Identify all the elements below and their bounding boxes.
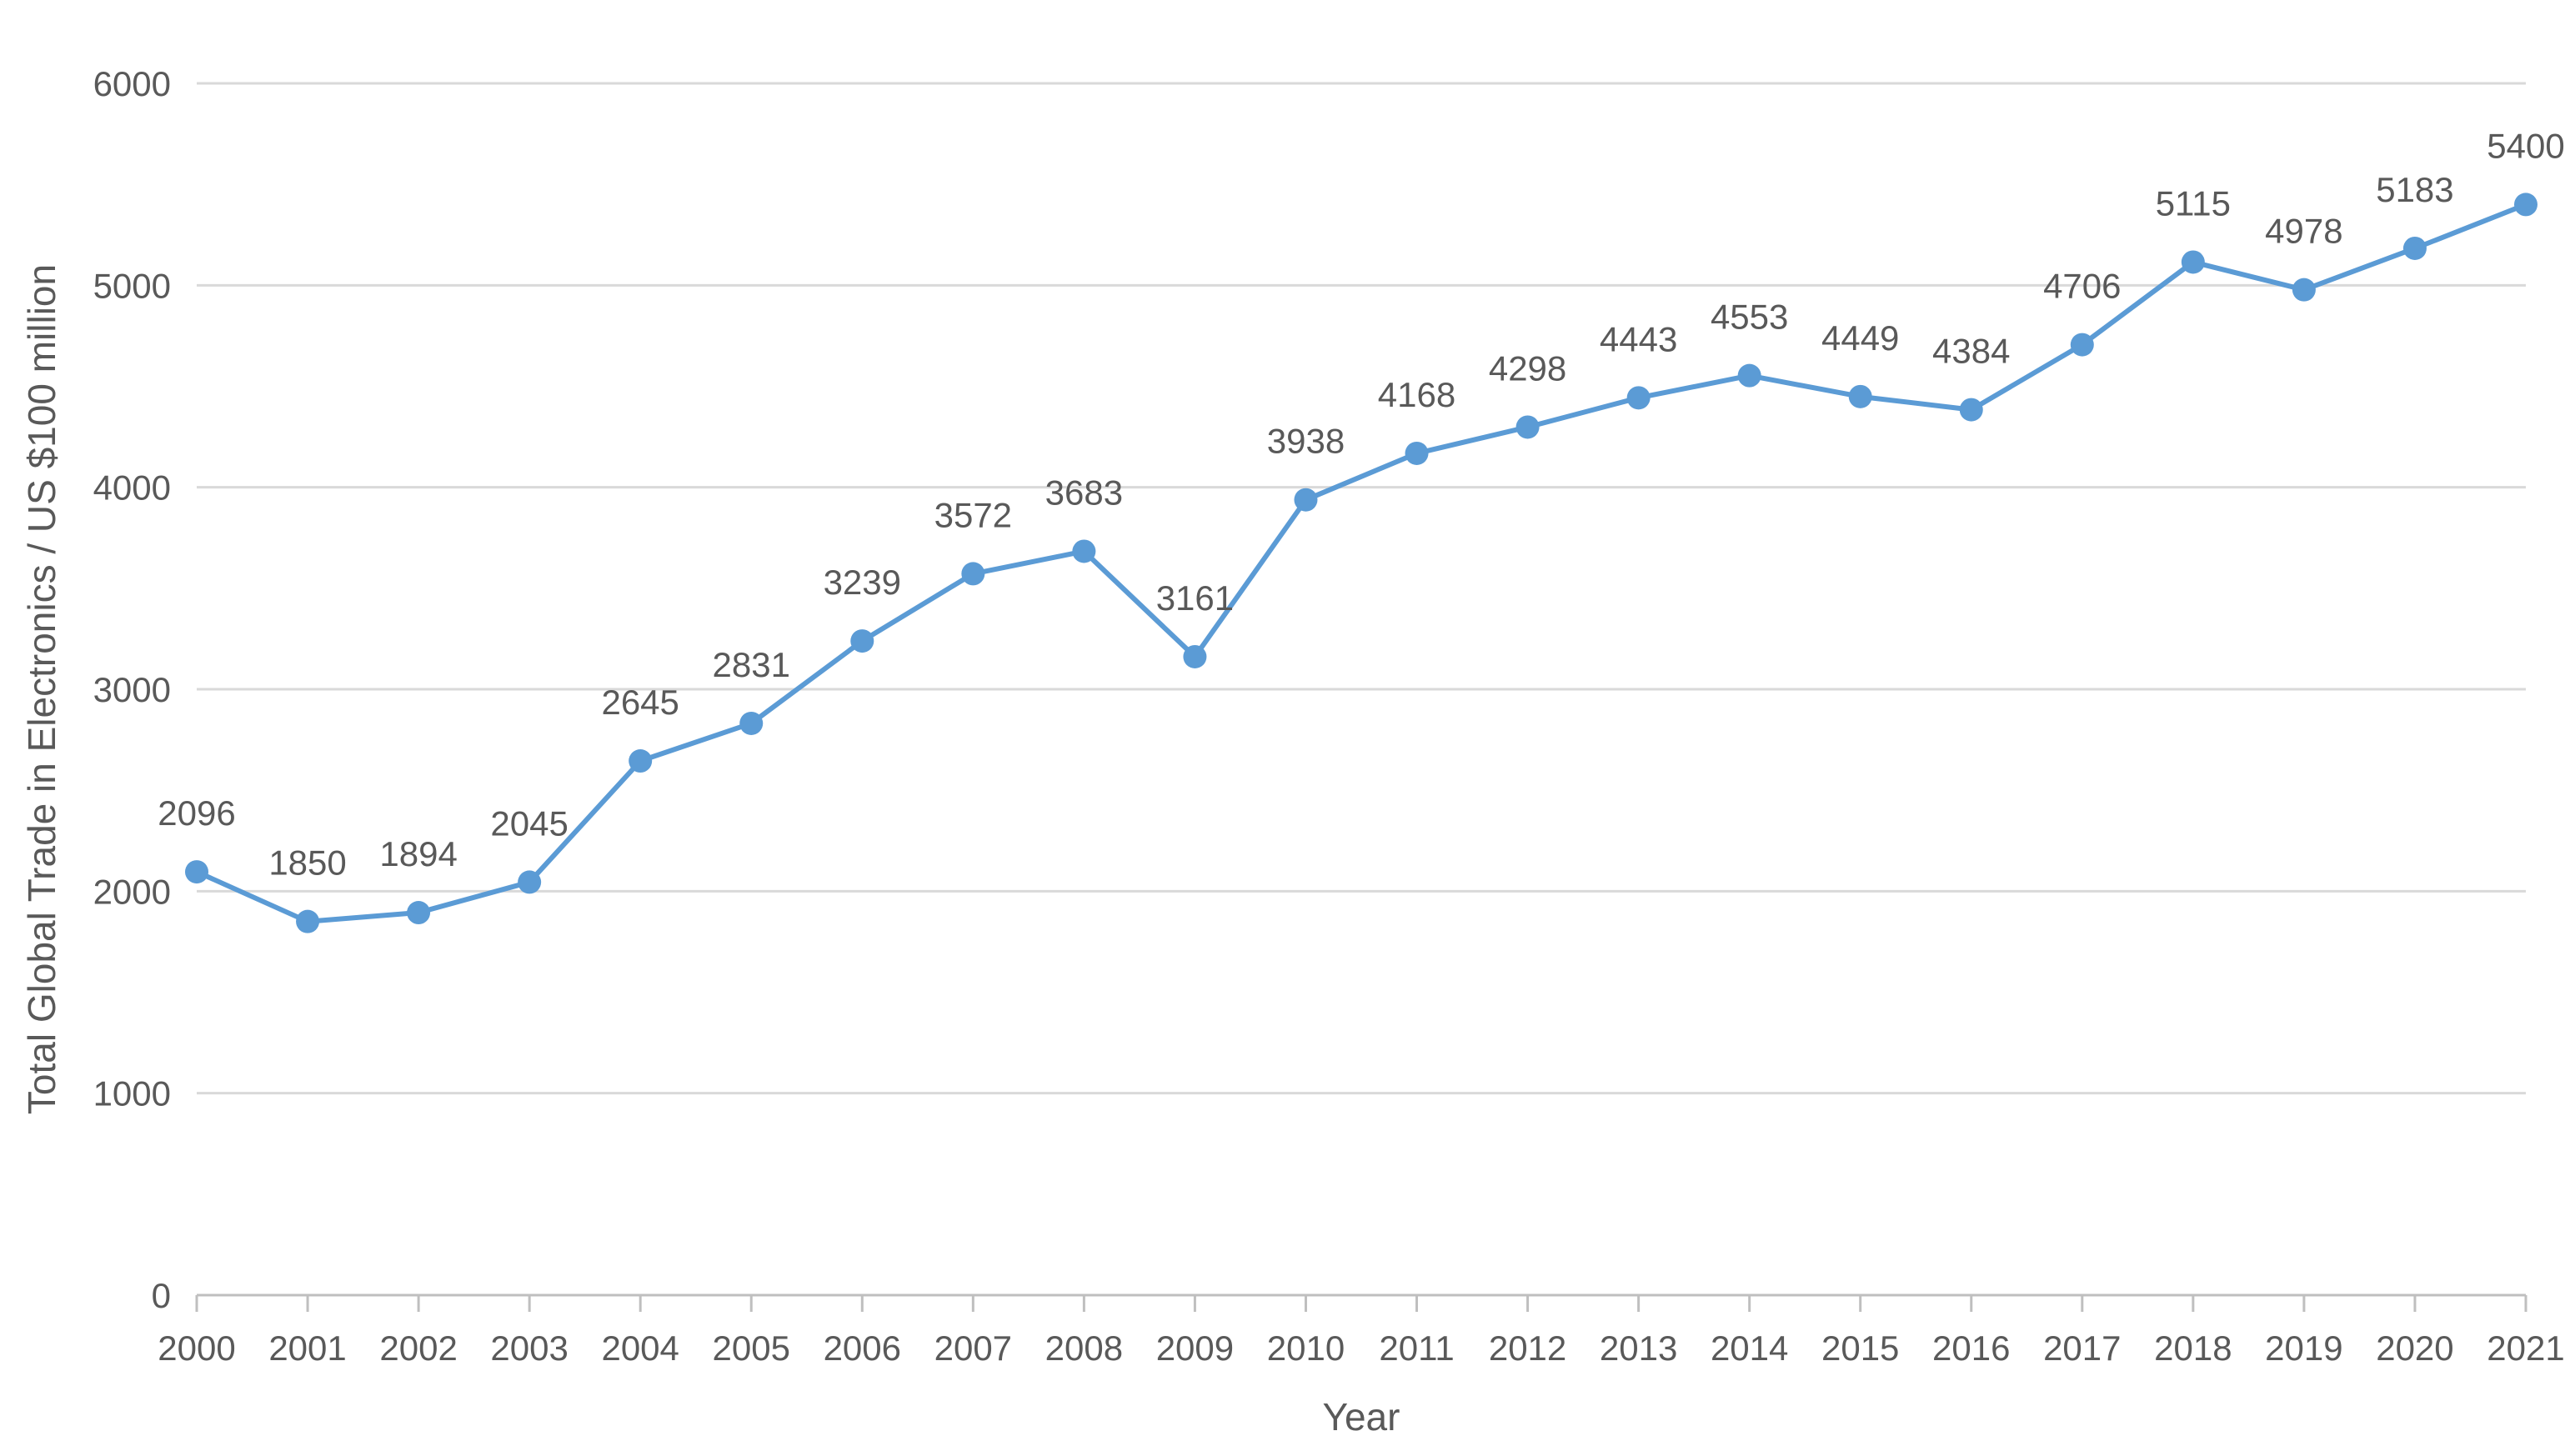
data-point [185, 860, 208, 884]
y-tick-label: 6000 [93, 64, 171, 103]
data-label: 4449 [1821, 318, 1899, 358]
data-point [1626, 386, 1651, 410]
data-label: 3683 [1045, 473, 1123, 512]
data-point [850, 629, 874, 653]
data-point [1848, 384, 1872, 408]
y-tick-label: 5000 [93, 266, 171, 305]
y-axis-title: Total Global Trade in Electronics / US $… [20, 264, 63, 1114]
axes: 0 1000 2000 3000 4000 5000 6000 2000 2001 2002 200… [93, 64, 2565, 1368]
data-point [629, 749, 653, 773]
x-tick-label: 2010 [1267, 1328, 1345, 1368]
data-label: 3161 [1156, 578, 1234, 618]
data-label: 5115 [2156, 183, 2231, 223]
data-label: 2096 [158, 793, 235, 833]
data-label: 2645 [601, 683, 679, 722]
data-point [1737, 363, 1761, 388]
data-point [961, 562, 985, 586]
series [185, 193, 2537, 933]
x-tick-label: 2014 [1711, 1328, 1788, 1368]
data-label: 1850 [268, 843, 346, 883]
x-tick-label: 2011 [1379, 1328, 1454, 1368]
data-point [296, 909, 320, 933]
data-point [2402, 236, 2427, 260]
data-label: 4706 [2043, 267, 2121, 306]
data-labels: 2096 1850 1894 2045 2645 2831 3239 3572 3683 3161… [158, 126, 2564, 882]
x-tick-label: 2005 [713, 1328, 790, 1368]
x-tick-label: 2001 [268, 1328, 346, 1368]
x-tick-label: 2013 [1600, 1328, 1677, 1368]
x-tick-label: 2008 [1045, 1328, 1123, 1368]
data-point [1515, 415, 1540, 439]
x-axis-title: Year [1323, 1395, 1400, 1438]
x-tick-label: 2009 [1156, 1328, 1234, 1368]
x-tick-label: 2015 [1821, 1328, 1899, 1368]
data-point [2181, 250, 2205, 274]
y-tick-label: 3000 [93, 670, 171, 709]
data-point [2292, 278, 2316, 302]
x-tick-label: 2000 [158, 1328, 235, 1368]
x-tick-label: 2007 [934, 1328, 1012, 1368]
x-tick-label: 2012 [1489, 1328, 1566, 1368]
data-point [518, 870, 542, 894]
y-tick-label: 2000 [93, 872, 171, 911]
data-label: 5183 [2376, 170, 2453, 209]
data-label: 4553 [1711, 298, 1788, 337]
x-tick-label: 2019 [2265, 1328, 2342, 1368]
data-label: 4298 [1489, 348, 1566, 388]
data-label: 2045 [490, 803, 568, 843]
data-label: 2831 [713, 645, 790, 684]
data-point [739, 711, 764, 735]
data-point [1959, 398, 1983, 422]
data-point [1072, 539, 1096, 563]
data-point [1405, 441, 1429, 465]
data-label: 1894 [379, 834, 457, 873]
series-line [194, 202, 2528, 924]
data-label: 3938 [1267, 422, 1345, 461]
x-tick-label: 2017 [2043, 1328, 2121, 1368]
x-tick-label: 2002 [379, 1328, 457, 1368]
data-point [1294, 488, 1318, 512]
y-tick-label: 0 [152, 1276, 171, 1315]
y-tick-label: 1000 [93, 1074, 171, 1113]
data-label: 3572 [934, 495, 1012, 534]
data-label: 4978 [2265, 212, 2342, 251]
data-label: 4384 [1932, 332, 2010, 371]
x-tick-label: 2020 [2376, 1328, 2453, 1368]
data-label: 4443 [1600, 319, 1677, 358]
data-point [1183, 644, 1207, 668]
data-label: 4168 [1378, 375, 1455, 414]
data-point [407, 901, 431, 925]
data-label: 5400 [2487, 126, 2564, 165]
y-tick-label: 4000 [93, 468, 171, 508]
data-point [2070, 333, 2094, 357]
x-tick-label: 2004 [601, 1328, 679, 1368]
data-label: 3239 [824, 563, 901, 602]
x-tick-label: 2016 [1932, 1328, 2010, 1368]
gridlines [197, 82, 2526, 1095]
x-tick-label: 2003 [490, 1328, 568, 1368]
x-tick-label: 2006 [824, 1328, 901, 1368]
data-point [2514, 193, 2537, 217]
x-tick-label: 2018 [2154, 1328, 2232, 1368]
x-tick-label: 2021 [2487, 1328, 2564, 1368]
